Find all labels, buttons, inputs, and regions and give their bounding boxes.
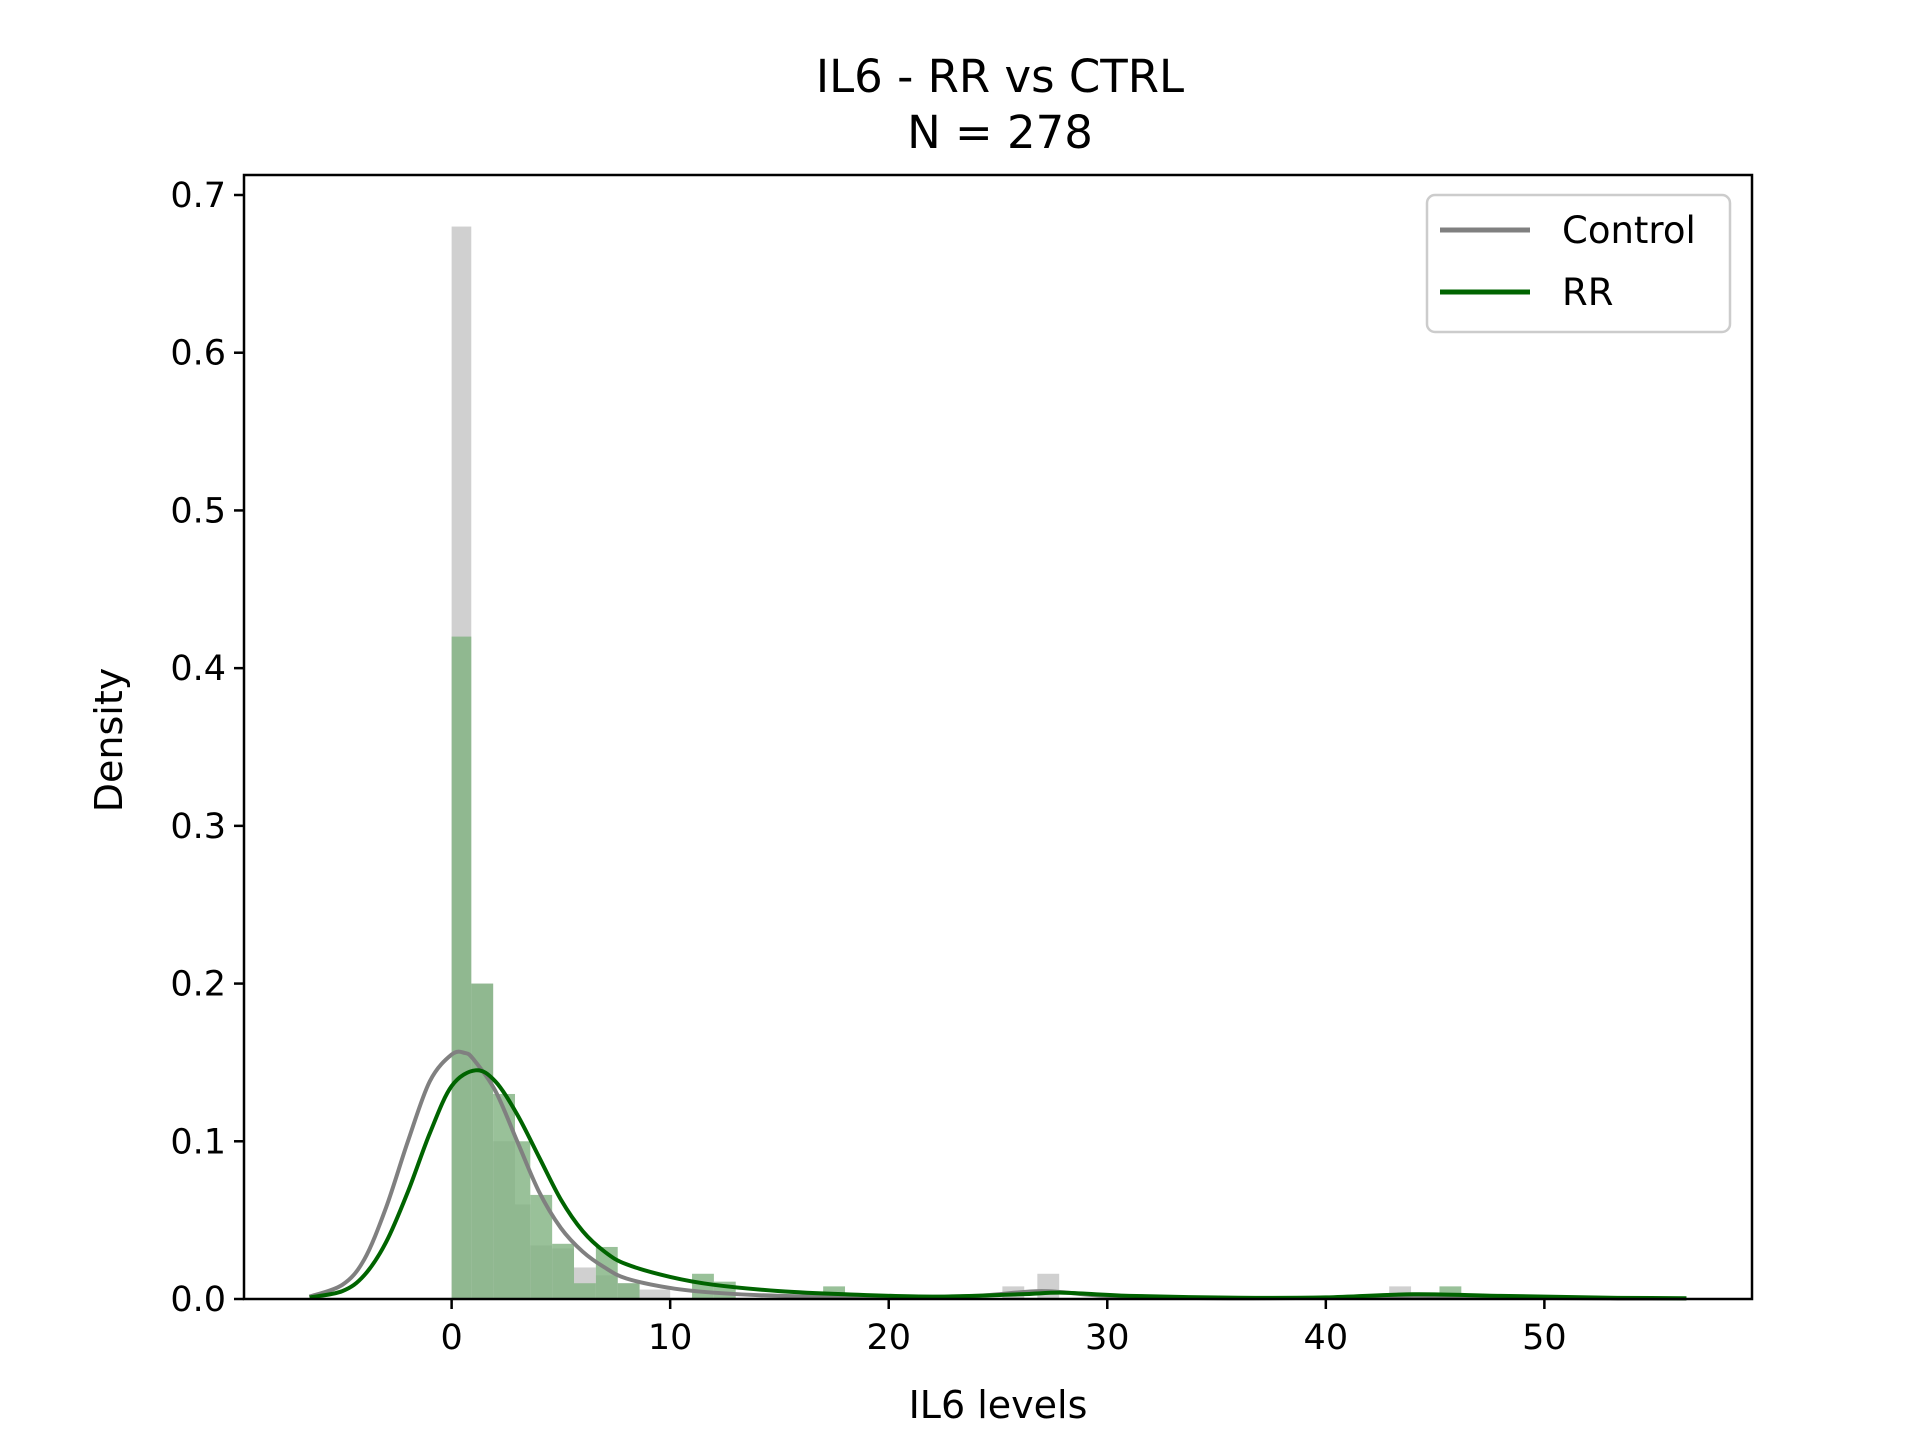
- kde-line-rr: [309, 1068, 1687, 1301]
- hist-bar-rr: [471, 983, 494, 1299]
- hist-group-rr: [451, 636, 1462, 1299]
- hist-bar-rr: [574, 1283, 596, 1299]
- legend-control-label: Control: [1562, 209, 1696, 252]
- chart-subtitle: N = 278: [907, 106, 1093, 159]
- y-tick-label: 0.5: [170, 491, 226, 531]
- y-tick-label: 0.3: [170, 807, 226, 847]
- x-tick-label: 0: [440, 1318, 462, 1358]
- hist-bar-rr: [451, 636, 472, 1299]
- x-tick-label: 20: [866, 1318, 911, 1358]
- y-tick-label: 0.1: [170, 1122, 226, 1162]
- plot-frame: [242, 173, 1754, 1301]
- x-tick-label: 30: [1085, 1318, 1130, 1358]
- legend-rr-label: RR: [1562, 271, 1613, 314]
- hist-bar-control: [639, 1289, 671, 1299]
- y-axis-ticks: 0.0 0.1 0.2 0.3 0.4 0.5 0.6 0.7: [170, 176, 244, 1320]
- x-tick-label: 10: [648, 1318, 693, 1358]
- x-axis-ticks: 0 10 20 30 40 50: [440, 1299, 1567, 1358]
- legend: Control RR: [1425, 193, 1732, 334]
- y-tick-label: 0.4: [170, 649, 226, 689]
- hist-bar-rr: [493, 1093, 516, 1299]
- x-tick-label: 40: [1304, 1318, 1349, 1358]
- hist-bar-rr: [617, 1283, 640, 1299]
- y-tick-label: 0.2: [170, 965, 226, 1005]
- chart-title: IL6 - RR vs CTRL: [816, 50, 1184, 103]
- hist-bar-rr: [552, 1243, 575, 1299]
- hist-bar-rr: [530, 1194, 553, 1299]
- x-tick-label: 50: [1522, 1318, 1567, 1358]
- y-axis-label: Density: [87, 668, 131, 812]
- hist-bar-rr: [515, 1141, 531, 1299]
- y-tick-label: 0.6: [170, 334, 226, 374]
- y-tick-label: 0.0: [170, 1280, 226, 1320]
- hist-bar-rr: [595, 1246, 618, 1299]
- x-axis-label: IL6 levels: [909, 1383, 1088, 1427]
- y-tick-label: 0.7: [170, 176, 226, 216]
